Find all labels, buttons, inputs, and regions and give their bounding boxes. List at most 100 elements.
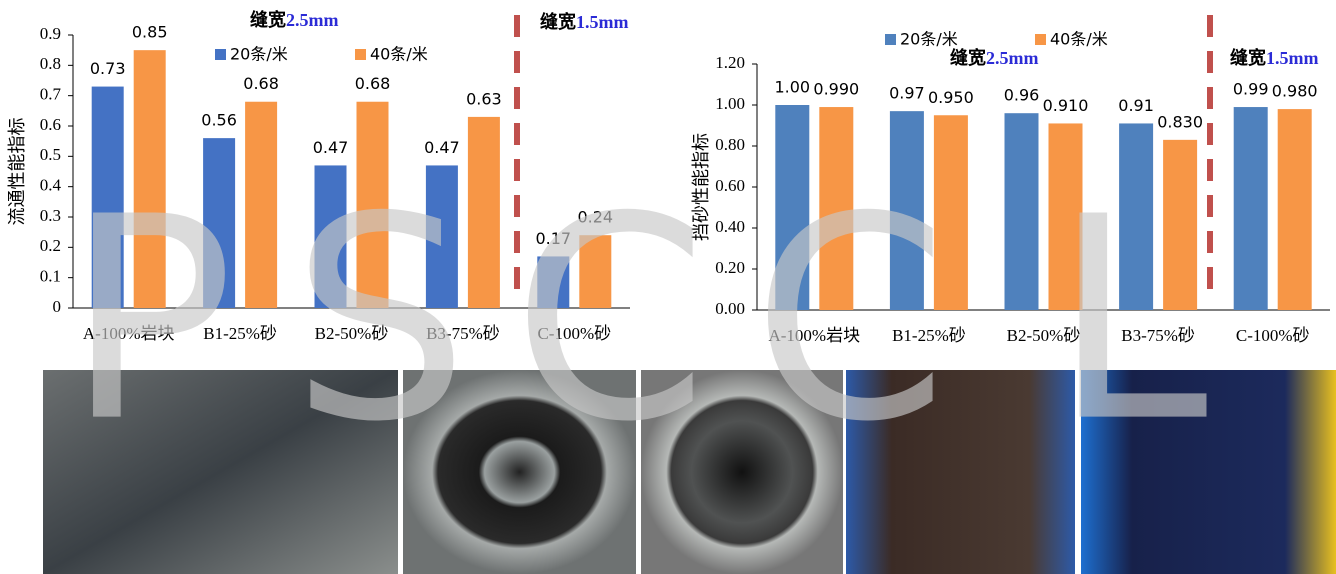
- y-axis-title: 挡砂性能指标: [691, 133, 712, 241]
- bar: [91, 86, 124, 308]
- bar: [537, 256, 570, 308]
- y-tick-label: 1.20: [715, 53, 745, 72]
- photos: [43, 370, 1336, 574]
- bar: [1233, 107, 1268, 310]
- bar: [425, 165, 458, 308]
- y-tick-label: 0.40: [715, 217, 745, 236]
- x-tick-label: B1-25%砂: [892, 326, 966, 345]
- annotation-emph: 1.5mm: [576, 12, 629, 32]
- y-tick-label: 0.80: [715, 135, 745, 154]
- bar: [245, 101, 278, 308]
- photo: [641, 370, 843, 574]
- y-tick-label: 0.4: [40, 176, 62, 195]
- value-label: 0.47: [424, 138, 460, 157]
- bar: [1119, 123, 1154, 310]
- bar: [579, 235, 612, 308]
- value-label: 0.91: [1118, 96, 1154, 115]
- value-label: 0.63: [466, 89, 502, 108]
- x-tick-label: B1-25%砂: [203, 324, 277, 343]
- x-tick-label: C-100%砂: [537, 324, 611, 343]
- value-label: 0.68: [243, 74, 279, 93]
- value-label: 0.99: [1233, 80, 1269, 99]
- bar: [1277, 109, 1312, 310]
- bar: [775, 105, 810, 310]
- x-tick-label: C-100%砂: [1236, 326, 1310, 345]
- bar: [314, 165, 347, 308]
- x-tick-label: B2-50%砂: [315, 324, 389, 343]
- annotation-prefix: 缝宽: [250, 9, 286, 30]
- photo: [43, 370, 398, 574]
- annotation-emph: 2.5mm: [986, 48, 1039, 68]
- bar: [1004, 113, 1039, 310]
- value-label: 0.96: [1004, 86, 1040, 105]
- y-tick-label: 0.1: [40, 267, 61, 286]
- y-tick-label: 0.3: [40, 206, 61, 225]
- y-tick-label: 0.5: [40, 145, 61, 164]
- annotation-prefix: 缝宽: [1230, 47, 1266, 68]
- watermark-letter: L: [1052, 158, 1210, 484]
- y-tick-label: 0.9: [40, 24, 61, 43]
- x-tick-label: A-100%岩块: [768, 326, 860, 345]
- y-tick-label: 1.00: [715, 94, 745, 113]
- annotation: 缝宽2.5mm: [250, 9, 339, 30]
- bar: [203, 138, 236, 308]
- watermark-letter: S: [291, 158, 469, 484]
- bar: [356, 101, 389, 308]
- value-label: 0.990: [813, 80, 859, 99]
- annotation-emph: 1.5mm: [1266, 48, 1319, 68]
- photo: [846, 370, 1075, 574]
- annotation-prefix: 缝宽: [950, 47, 986, 68]
- x-tick-label: B2-50%砂: [1007, 326, 1081, 345]
- y-tick-label: 0.6: [40, 115, 61, 134]
- bar: [1163, 139, 1198, 310]
- annotation: 缝宽1.5mm: [540, 11, 629, 32]
- value-label: 1.00: [774, 78, 810, 97]
- y-tick-label: 0.8: [40, 54, 61, 73]
- chart: 0 0.1 0.2 0.3 0.4 0.5 0.6 0.7 0.8 0.9 流通性能指标 A-100%…: [7, 9, 630, 343]
- x-tick-label: B3-75%砂: [426, 324, 500, 343]
- y-tick-label: 0.00: [715, 299, 745, 318]
- x-tick-label: B3-75%砂: [1121, 326, 1195, 345]
- value-label: 0.24: [577, 208, 613, 227]
- photo: [1081, 370, 1336, 574]
- bar: [467, 116, 500, 309]
- annotation: 缝宽2.5mm: [950, 47, 1039, 68]
- watermark-letter: C: [512, 158, 708, 484]
- annotation-prefix: 缝宽: [540, 11, 576, 32]
- y-tick-label: 0.20: [715, 258, 745, 277]
- y-tick-label: 0.60: [715, 176, 745, 195]
- y-tick-label: 0: [53, 297, 62, 316]
- photo: [403, 370, 636, 574]
- bar: [1048, 123, 1083, 310]
- legend-label: 40条/米: [370, 45, 428, 64]
- value-label: 0.17: [535, 229, 571, 248]
- y-axis-title: 流通性能指标: [7, 118, 28, 226]
- bar: [133, 50, 166, 309]
- legend-label: 40条/米: [1050, 30, 1108, 49]
- bar: [933, 115, 968, 310]
- value-label: 0.47: [313, 138, 349, 157]
- bar: [819, 107, 854, 310]
- legend-label: 20条/米: [230, 45, 288, 64]
- legend-swatch: [885, 34, 896, 45]
- value-label: 0.73: [90, 59, 126, 78]
- value-label: 0.910: [1043, 96, 1089, 115]
- legend-label: 20条/米: [900, 30, 958, 49]
- legend-swatch: [215, 49, 226, 60]
- y-tick-label: 0.2: [40, 236, 61, 255]
- value-label: 0.68: [355, 74, 391, 93]
- chart: 0.00 0.20 0.40 0.60 0.80 1.00 1.20 挡砂性能指标 A-100%…: [691, 15, 1330, 345]
- value-label: 0.950: [928, 88, 974, 107]
- annotation: 缝宽1.5mm: [1230, 47, 1319, 68]
- value-label: 0.85: [132, 23, 168, 42]
- y-tick-label: 0.7: [40, 85, 62, 104]
- legend-swatch: [355, 49, 366, 60]
- watermark-letter: C: [752, 158, 948, 484]
- legend-swatch: [1035, 34, 1046, 45]
- value-label: 0.56: [201, 111, 237, 130]
- value-label: 0.97: [889, 84, 925, 103]
- value-label: 0.980: [1272, 82, 1318, 101]
- x-tick-label: A-100%岩块: [83, 324, 175, 343]
